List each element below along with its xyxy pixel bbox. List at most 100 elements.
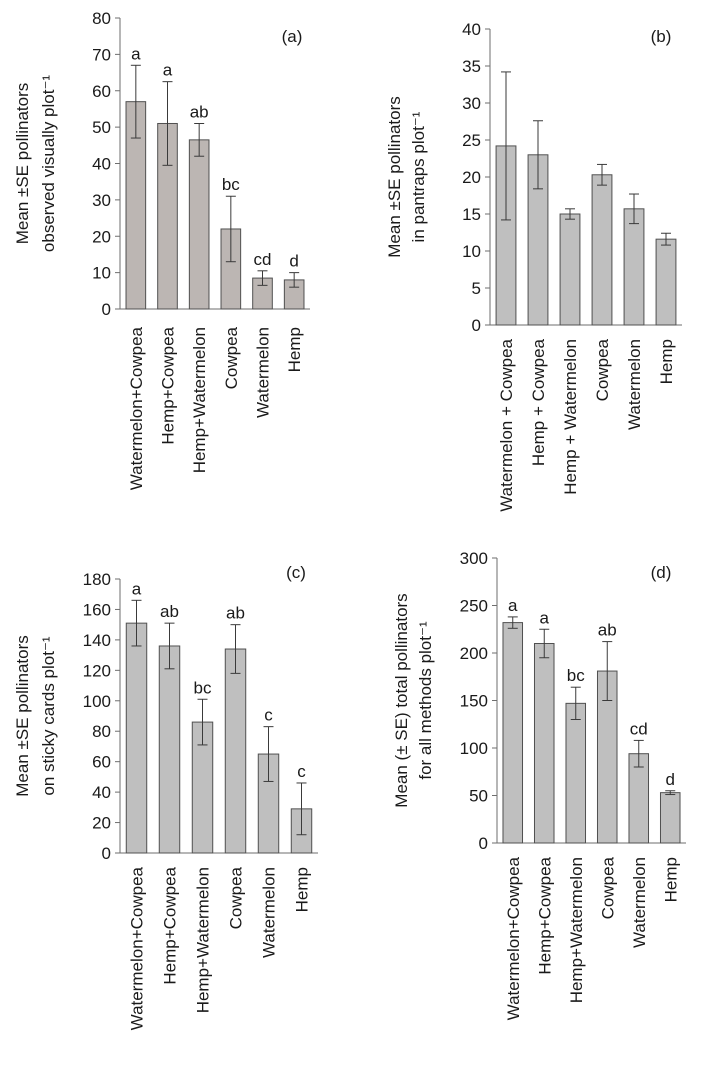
y-tick-label: 160 [83,600,111,619]
y-tick-label: 180 [83,570,111,589]
significance-letter: a [163,61,173,80]
significance-letter: c [297,762,306,781]
x-category-label: Watermelon [260,867,279,958]
y-tick-label: 30 [92,191,111,210]
x-category-label: Hemp+Cowpea [535,856,554,974]
x-category-label: Watermelon [625,339,644,430]
significance-letter: ab [160,602,179,621]
x-category-label: Hemp+Watermelon [567,857,586,1003]
significance-letter: a [540,608,550,627]
x-category-label: Cowpea [227,866,246,929]
y-tick-label: 5 [472,279,481,298]
y-tick-label: 0 [479,834,488,853]
y-tick-label: 0 [102,300,111,319]
significance-letter: a [132,579,142,598]
y-tick-label: 0 [472,316,481,335]
panel-label: (b) [651,27,672,46]
y-tick-label: 40 [92,783,111,802]
chart-panel-2: 0 5 10 15 20 25 30 35 40 Watermelon + Cowpea Hemp … [385,20,682,512]
significance-letter: cd [630,719,648,738]
bar-cowpea [224,648,247,854]
significance-letter: ab [226,604,245,623]
x-category-label: Watermelon + Cowpea [497,338,516,511]
significance-letter: ab [598,621,617,640]
y-tick-label: 60 [92,753,111,772]
y-tick-label: 20 [462,168,481,187]
chart-panel-3: 0 20 40 60 80 100 120 140 160 180 a Watermelon+Cowp… [13,563,318,1030]
y-tick-label: 80 [92,9,111,28]
y-axis-title-line: in pantraps plot⁻¹ [409,111,428,242]
y-tick-label: 70 [92,45,111,64]
y-axis-title-line: Mean ±SE pollinators [13,635,32,796]
bar-cowpea [591,174,613,326]
x-category-label: Hemp+Cowpea [161,866,180,984]
y-tick-label: 80 [92,722,111,741]
significance-letter: d [666,770,675,789]
y-tick-label: 250 [460,597,488,616]
y-tick-label: 150 [460,692,488,711]
y-tick-label: 40 [92,155,111,174]
significance-letter: d [289,252,298,271]
x-category-label: Hemp + Cowpea [529,338,548,466]
y-tick-label: 300 [460,549,488,568]
y-tick-label: 35 [462,57,481,76]
x-category-label: Watermelon [630,857,649,948]
significance-letter: c [264,706,273,725]
x-category-label: Hemp [285,327,304,372]
y-axis-title-line: for all methods plot⁻¹ [416,621,435,780]
bar-hemp-cowpea [158,645,181,854]
significance-letter: a [131,44,141,63]
y-tick-label: 30 [462,94,481,113]
significance-letter: ab [190,102,209,121]
y-axis-title-line: on sticky cards plot⁻¹ [39,636,58,796]
x-category-label: Hemp+Cowpea [159,326,178,444]
y-tick-label: 200 [460,644,488,663]
x-category-label: Watermelon+Cowpea [128,866,147,1030]
significance-letter: bc [194,678,212,697]
chart-panel-4: 0 50 100 150 200 250 300 a Watermelon+Cowpea a Hem… [392,549,686,1020]
panel-label: (c) [286,563,306,582]
panel-label: (a) [282,27,303,46]
x-category-label: Hemp [657,339,676,384]
significance-letter: bc [222,175,240,194]
y-axis-title-line: Mean ±SE pollinators [13,83,32,244]
y-tick-label: 120 [83,661,111,680]
x-category-label: Cowpea [222,326,241,389]
y-axis-title-line: Mean ±SE pollinators [385,96,404,257]
x-category-label: Watermelon+Cowpea [127,326,146,490]
bar-hemp-cowpea [533,643,555,844]
y-tick-label: 10 [462,242,481,261]
y-tick-label: 25 [462,131,481,150]
y-tick-label: 10 [92,264,111,283]
bar-watermelon-cowpea [125,622,148,854]
chart-panel-1: 0 10 20 30 40 50 60 70 80 a Watermelon+Cowpea a Hemp… [13,9,310,490]
y-tick-label: 0 [102,844,111,863]
significance-letter: bc [567,666,585,685]
bar-hemp-watermelon [565,702,587,844]
y-tick-label: 20 [92,227,111,246]
bar-hemp [655,238,677,326]
x-category-label: Cowpea [598,856,617,919]
y-axis-title-line: Mean (± SE) total pollinators [392,593,411,807]
x-category-label: Watermelon+Cowpea [504,856,523,1020]
x-category-label: Hemp+Watermelon [194,867,213,1013]
x-category-label: Hemp [293,867,312,912]
y-tick-label: 50 [469,787,488,806]
y-tick-label: 15 [462,205,481,224]
bar-hemp [659,792,681,844]
x-category-label: Cowpea [593,338,612,401]
y-tick-label: 100 [460,739,488,758]
y-tick-label: 100 [83,692,111,711]
y-tick-label: 20 [92,814,111,833]
y-tick-label: 60 [92,82,111,101]
x-category-label: Hemp + Watermelon [561,339,580,495]
significance-letter: cd [254,250,272,269]
x-category-label: Hemp [661,857,680,902]
significance-letter: a [508,596,518,615]
y-tick-label: 140 [83,631,111,650]
bar-watermelon-cowpea [502,622,524,844]
panel-label: (d) [651,563,672,582]
x-category-label: Watermelon [254,327,273,418]
y-axis-title-line: observed visually plot⁻¹ [39,75,58,253]
